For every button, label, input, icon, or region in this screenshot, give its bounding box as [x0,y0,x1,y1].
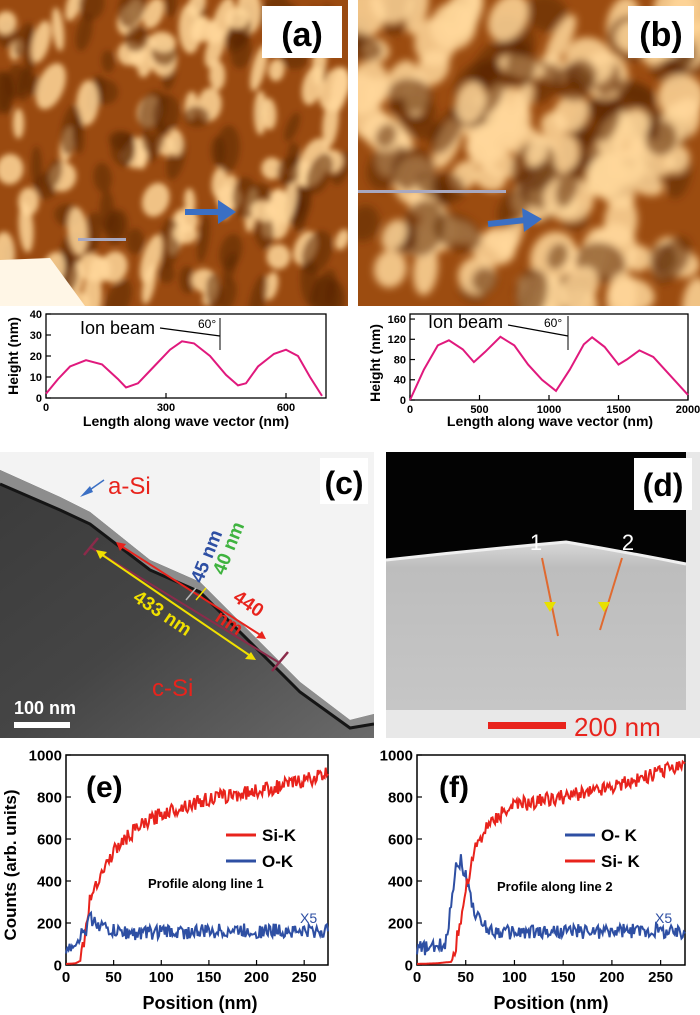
y-tick-label: 120 [388,334,406,346]
series-line-0 [45,340,323,397]
x-tick-label: 0 [407,404,413,416]
y-tick-label: 0 [36,393,42,405]
ion-beam-arrow-a [185,200,236,224]
y-tick-label: 40 [30,309,42,321]
y-tick-label: 400 [37,873,62,890]
stem-image-d: (d) 1 2 200 nm [386,452,700,738]
x-axis-label-e: Position (nm) [143,993,258,1013]
x-tick-label: 2000 [676,404,700,416]
legend-label-e-1: O-K [262,852,294,871]
panel-label-e: (e) [86,771,123,804]
series-line-si-k [66,767,329,965]
scale-note-e: X5 [300,910,317,926]
afm-image-a: (a) [0,0,348,306]
series-line-o-k [416,854,686,956]
scale-note-f: X5 [655,910,672,926]
x-tick-label: 250 [648,969,673,986]
profile-line-a [78,238,126,241]
x-tick-label: 500 [470,404,488,416]
scalebar-c-label: 100 nm [14,698,76,718]
x-tick-label: 100 [502,969,527,986]
x-tick-label: 50 [457,969,474,986]
plot-frame-e [65,754,329,966]
x-tick-label: 0 [43,402,49,414]
panel-label-a: (a) [281,16,323,54]
scalebar-c [14,722,70,728]
x-tick-label: 100 [149,969,174,986]
y-tick-label: 0 [405,957,413,974]
x-tick-label: 50 [105,969,122,986]
scalebar-d-label: 200 nm [574,712,661,738]
y-tick-label: 600 [388,831,413,848]
x-tick-label: 200 [599,969,624,986]
y-tick-label: 80 [394,354,406,366]
y-tick-label: 600 [37,831,62,848]
y-tick-label: 20 [30,351,42,363]
y-axis-label-b: Height (nm) [367,324,383,402]
series-line-o-k [65,910,329,954]
legend-label-f-1: Si- K [601,852,640,871]
angle-label-a: 60° [198,317,216,331]
profile-plot-a: Height (nm) 0 300 600 0 10 20 30 40 Ion beam 60… [5,309,327,429]
panel-label-b: (b) [639,16,682,54]
x-axis-label-f: Position (nm) [494,993,609,1013]
x-tick-label: 1000 [537,404,561,416]
x-tick-label: 150 [196,969,221,986]
tem-image-c: (c) a-Si 433 nm 440 nm 45 nm 40 nm c-Si … [0,452,374,738]
x-tick-label: 150 [551,969,576,986]
y-tick-label: 1000 [29,747,62,764]
x-tick-label: 0 [413,969,421,986]
y-axis-label-e: Counts (arb. units) [1,789,20,940]
y-tick-label: 0 [54,957,62,974]
x-tick-label: 1500 [606,404,630,416]
note-e: Profile along line 1 [148,876,264,891]
y-tick-label: 400 [388,873,413,890]
y-tick-label: 40 [394,375,406,387]
x-axis-label-b: Length along wave vector (nm) [447,413,653,429]
plot-frame-f [416,754,686,966]
y-tick-label: 0 [400,395,406,407]
y-tick-label: 800 [37,789,62,806]
x-tick-label: 200 [244,969,269,986]
line-1-label: 1 [530,530,542,555]
ion-beam-label-b: Ion beam [428,312,503,332]
profile-line-b [358,190,506,193]
legend-label-f-0: O- K [601,826,638,845]
y-tick-label: 10 [30,372,42,384]
panel-label-f: (f) [439,771,469,804]
ion-beam-arrow-b [487,208,542,232]
y-axis-label-a: Height (nm) [5,317,21,395]
eds-line-2 [599,557,623,631]
note-f: Profile along line 2 [497,879,613,894]
x-tick-label: 300 [157,402,175,414]
line-2-label: 2 [622,530,634,555]
y-tick-label: 30 [30,330,42,342]
eds-plot-f: 0 50 100 150 200 250 0 200 400 600 800 1000 (f) O- … [380,747,686,1013]
y-tick-label: 1000 [380,747,413,764]
x-tick-label: 0 [62,969,70,986]
ion-beam-label-a: Ion beam [80,318,155,338]
y-tick-label: 160 [388,314,406,326]
angle-label-b: 60° [544,316,562,330]
amorphous-si-label: a-Si [108,473,151,500]
series-line-0 [409,335,689,401]
panel-label-d: (d) [643,467,684,503]
eds-plot-e: Counts (arb. units) 0 50 100 150 200 250 0 200 4… [1,747,329,1013]
series-line-si-k [417,759,686,965]
eds-line-1 [541,557,559,637]
legend-label-e-0: Si-K [262,826,297,845]
scalebar-d [488,722,566,729]
x-tick-label: 600 [277,402,295,414]
panel-label-c: (c) [324,465,363,501]
y-tick-label: 800 [388,789,413,806]
crystal-si-label: c-Si [152,675,193,702]
x-tick-label: 250 [292,969,317,986]
afm-image-b: (b) [358,0,700,306]
y-tick-label: 200 [37,915,62,932]
y-tick-label: 200 [388,915,413,932]
profile-plot-b: Height (nm) 0 500 1000 1500 200004080120160 … [367,312,700,429]
x-axis-label-a: Length along wave vector (nm) [83,413,289,429]
